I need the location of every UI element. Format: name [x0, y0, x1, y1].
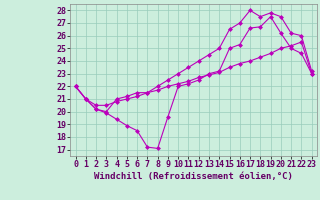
X-axis label: Windchill (Refroidissement éolien,°C): Windchill (Refroidissement éolien,°C) — [94, 172, 293, 181]
